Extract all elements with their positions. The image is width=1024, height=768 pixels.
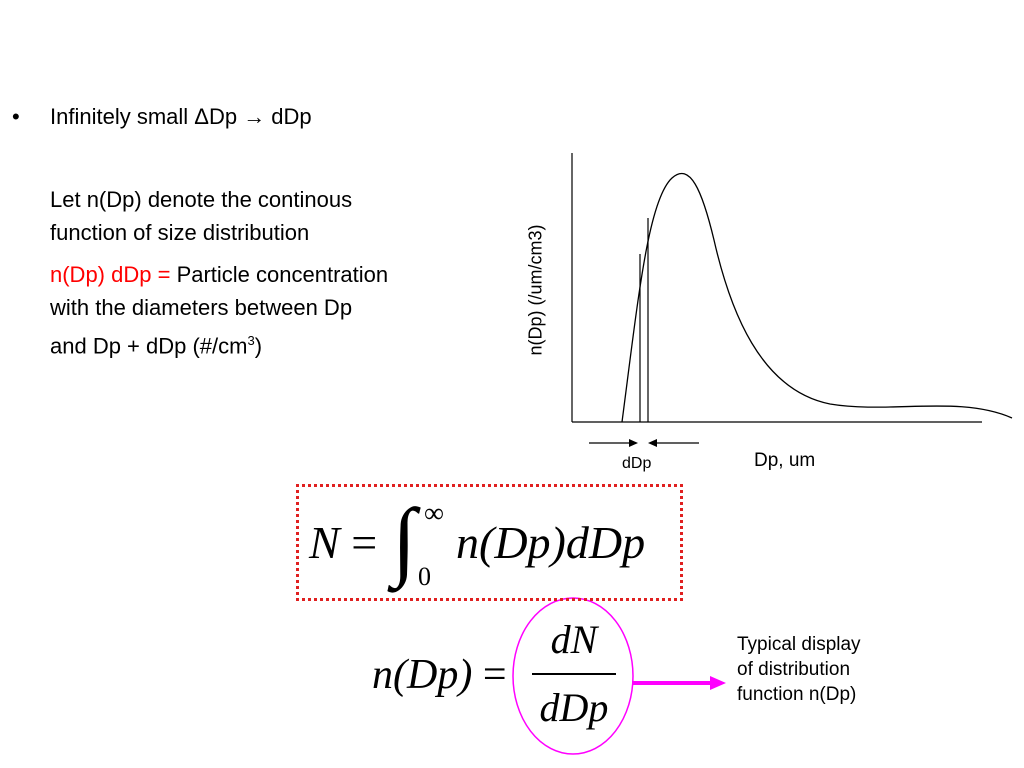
concentration-line-2: with the diameters between Dp [50, 295, 353, 320]
distribution-curve [621, 172, 1013, 423]
integral-formula-lhs: N = [309, 518, 377, 568]
caption-line-2: of distribution [737, 659, 851, 680]
interval-arrowhead-right [648, 439, 657, 447]
concentration-line-3-text: and Dp + dDp (#/cm [50, 333, 248, 359]
integral-lower-limit: 0 [418, 562, 431, 591]
integral-sign: ∫ [392, 492, 417, 589]
formula2-equals: = [482, 652, 507, 698]
interval-label: dDp [622, 455, 652, 472]
concentration-line-3: and Dp + dDp (#/cm3) [50, 324, 388, 362]
superscript-3: 3 [247, 333, 255, 348]
caption-line-1: Typical display [737, 634, 861, 655]
integrand: n(Dp)dDp [456, 517, 646, 568]
fraction-denominator: dDp [539, 685, 609, 730]
definition-line-1: Let n(Dp) denote the continous [50, 187, 353, 212]
concentration-term: n(Dp) dDp = [50, 262, 177, 287]
caption-line-3: function n(Dp) [737, 684, 857, 705]
concentration-paragraph: n(Dp) dDp = Particle concentration with … [50, 258, 388, 362]
bullet-dot: • [12, 104, 20, 129]
formula-equals: = [351, 517, 378, 568]
definition-paragraph: Let n(Dp) denote the continous function … [50, 183, 352, 249]
integral-formula-box [296, 484, 683, 601]
x-axis-label: Dp, um [754, 450, 816, 471]
fraction-bar [532, 673, 616, 675]
concentration-line-1-rest: Particle concentration [176, 262, 389, 287]
concentration-line-3-close: ) [254, 333, 263, 359]
graph-caption: Typical display of distribution function… [737, 632, 937, 707]
formula2-lhs: n(Dp) [372, 652, 473, 698]
interval-arrowhead-left [629, 439, 638, 447]
bullet-text: Infinitely small ΔDp → dDp [50, 104, 312, 129]
definition-line-2: function of size distribution [50, 220, 310, 245]
y-axis-label: n(Dp) (/um/cm3) [525, 224, 546, 356]
formula-n-total: N [309, 517, 340, 568]
caption-arrowhead [710, 676, 726, 690]
concentration-line-1: n(Dp) dDp = Particle concentration [50, 258, 388, 291]
integral-upper-limit: ∞ [424, 498, 444, 529]
fraction-numerator: dN [550, 617, 598, 662]
density-formula-lhs: n(Dp) = [372, 652, 507, 698]
